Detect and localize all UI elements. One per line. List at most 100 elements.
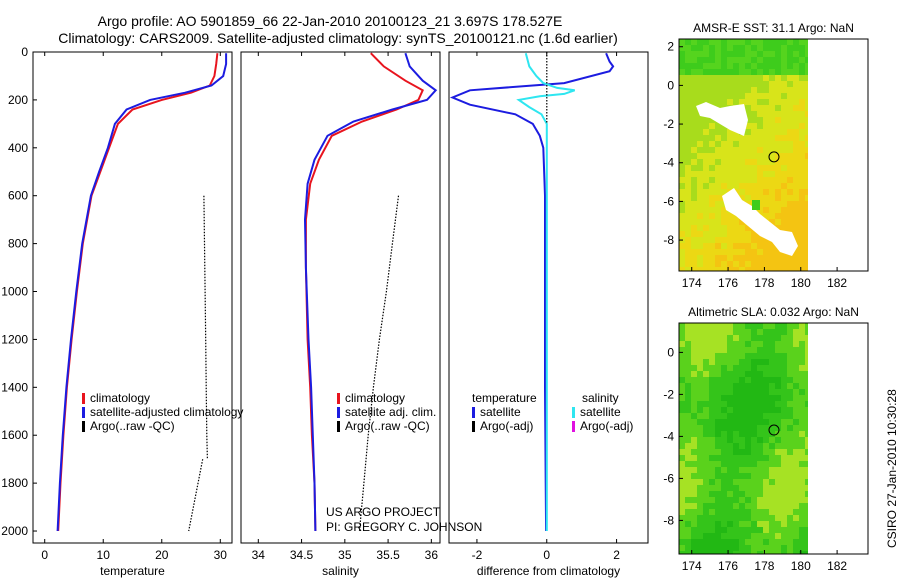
sla-map-cell [781, 371, 787, 377]
sst-map-cell [757, 153, 763, 159]
sla-map-cell [751, 347, 757, 353]
sla-map-cell [709, 443, 715, 449]
sla-map-cell [727, 335, 733, 341]
sla-map-cell [769, 323, 775, 329]
sst-map-cell [727, 159, 733, 165]
sst-map-cell [697, 75, 703, 81]
sst-map-cell [703, 267, 709, 271]
sla-map-cell [787, 515, 793, 521]
sst-map-cell [733, 45, 739, 51]
sla-map-cell [793, 551, 799, 554]
sla-map-cell [769, 503, 775, 509]
sla-map-cell [751, 503, 757, 509]
sst-map-cell [769, 39, 775, 45]
sst-map-cell [727, 225, 733, 231]
sla-map-cell [733, 503, 739, 509]
sst-map-cell [703, 153, 709, 159]
sst-map-cell [751, 87, 757, 93]
sla-map-cell [781, 461, 787, 467]
sla-map-cell [709, 413, 715, 419]
sla-map-cell [805, 353, 808, 359]
sst-map-cell [733, 51, 739, 57]
sst-map-cell [709, 231, 715, 237]
temperature-ytick-label: 600 [8, 189, 28, 203]
sst-map-cell [805, 225, 808, 231]
sla-map-cell [685, 509, 691, 515]
sla-map-cell [721, 527, 727, 533]
sst-map-cell [745, 147, 751, 153]
sst-map-cell [691, 207, 697, 213]
sla-map-cell [805, 341, 808, 347]
sla-map-cell [781, 503, 787, 509]
sst-map-cell [727, 219, 733, 225]
sst-map-cell [751, 261, 757, 267]
sst-map-cell [763, 189, 769, 195]
sst-map-cell [709, 207, 715, 213]
sla-map-cell [751, 551, 757, 554]
sst-map-cell [739, 219, 745, 225]
sst-map-cell [793, 99, 799, 105]
sla-map-cell [799, 329, 805, 335]
sst-map-cell [751, 237, 757, 243]
sla-map-cell [679, 419, 685, 425]
sla-map-cell [805, 323, 808, 329]
sla-map-cell [763, 515, 769, 521]
sla-map-cell [721, 533, 727, 539]
sst-map-cell [763, 123, 769, 129]
sst-map-cell [787, 111, 793, 117]
sla-map-cell [775, 497, 781, 503]
sla-map-cell [703, 335, 709, 341]
sst-map-cell [793, 57, 799, 63]
sla-map-cell [745, 335, 751, 341]
sla-map-cell [685, 419, 691, 425]
sla-map-cell [805, 509, 808, 515]
sst-map-cell [697, 165, 703, 171]
sla-map-cell [715, 473, 721, 479]
sla-map-cell [703, 545, 709, 551]
sla-map-cell [691, 389, 697, 395]
temperature-series-3 [188, 459, 204, 532]
sst-map-cell [775, 99, 781, 105]
sst-map-cell [739, 261, 745, 267]
sla-map-cell [703, 449, 709, 455]
sla-map-cell [685, 353, 691, 359]
sst-map-cell [745, 231, 751, 237]
sst-map-cell [691, 171, 697, 177]
sst-map-cell [775, 255, 781, 261]
sla-map-cell [679, 377, 685, 383]
sla-map-cell [679, 527, 685, 533]
sla-map-cell [739, 545, 745, 551]
sla-map-cell [763, 491, 769, 497]
sst-map-cell [679, 111, 685, 117]
sst-map-cell [787, 207, 793, 213]
sst-map-cell [709, 201, 715, 207]
sst-map-cell [793, 195, 799, 201]
sst-map-cell [721, 165, 727, 171]
sst-map-cell [679, 201, 685, 207]
sla-map-cell [799, 479, 805, 485]
sla-map-cell [733, 395, 739, 401]
sla-map-cell [733, 467, 739, 473]
sla-map-ytick-label: -8 [663, 513, 674, 527]
sst-map-cell [757, 81, 763, 87]
sst-map-cell [697, 45, 703, 51]
temperature-legend-label: satellite-adjusted climatology [90, 405, 243, 419]
sst-map-cell [763, 63, 769, 69]
sst-map-cell [721, 39, 727, 45]
sst-map-cell [679, 177, 685, 183]
sst-map-cell [745, 177, 751, 183]
sst-map-cell [745, 159, 751, 165]
sla-map-cell [769, 449, 775, 455]
sla-map-cell [691, 473, 697, 479]
sla-map-cell [763, 473, 769, 479]
sst-map-cell [697, 93, 703, 99]
sst-map-cell [685, 225, 691, 231]
sst-map-cell [721, 231, 727, 237]
sla-map-cell [709, 473, 715, 479]
sst-map-cell [685, 165, 691, 171]
sst-map-cell [793, 153, 799, 159]
sla-map-cell [769, 473, 775, 479]
sla-map-cell [691, 419, 697, 425]
sla-map-cell [745, 485, 751, 491]
sla-map-cell [781, 389, 787, 395]
